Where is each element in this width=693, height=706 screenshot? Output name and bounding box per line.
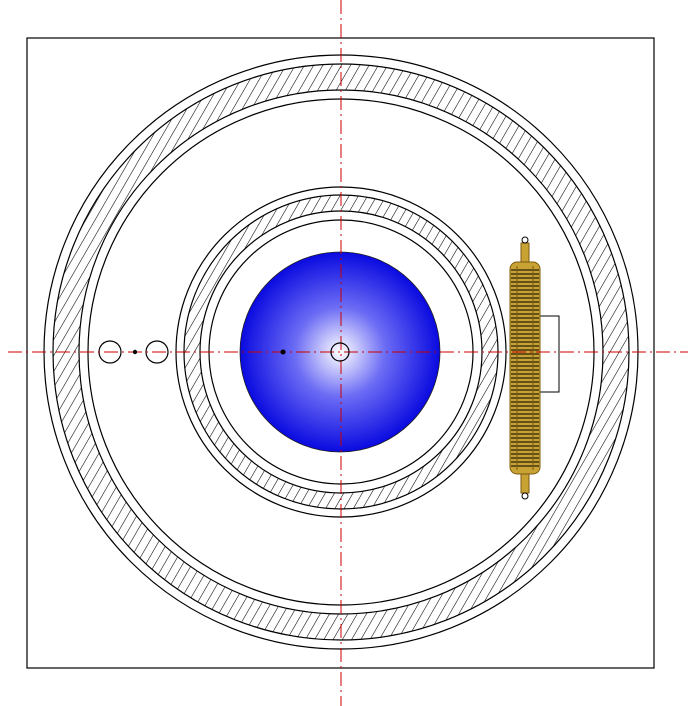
center-marker (330, 342, 350, 362)
offset-dot (280, 349, 286, 355)
heater-fins (511, 266, 539, 470)
heater-assembly (509, 236, 560, 500)
heater-bottom-pin (521, 492, 529, 500)
heater-top-pin (521, 236, 529, 244)
port-dot (132, 349, 138, 355)
outer-ring-hatch-outer-edge (52, 63, 630, 641)
